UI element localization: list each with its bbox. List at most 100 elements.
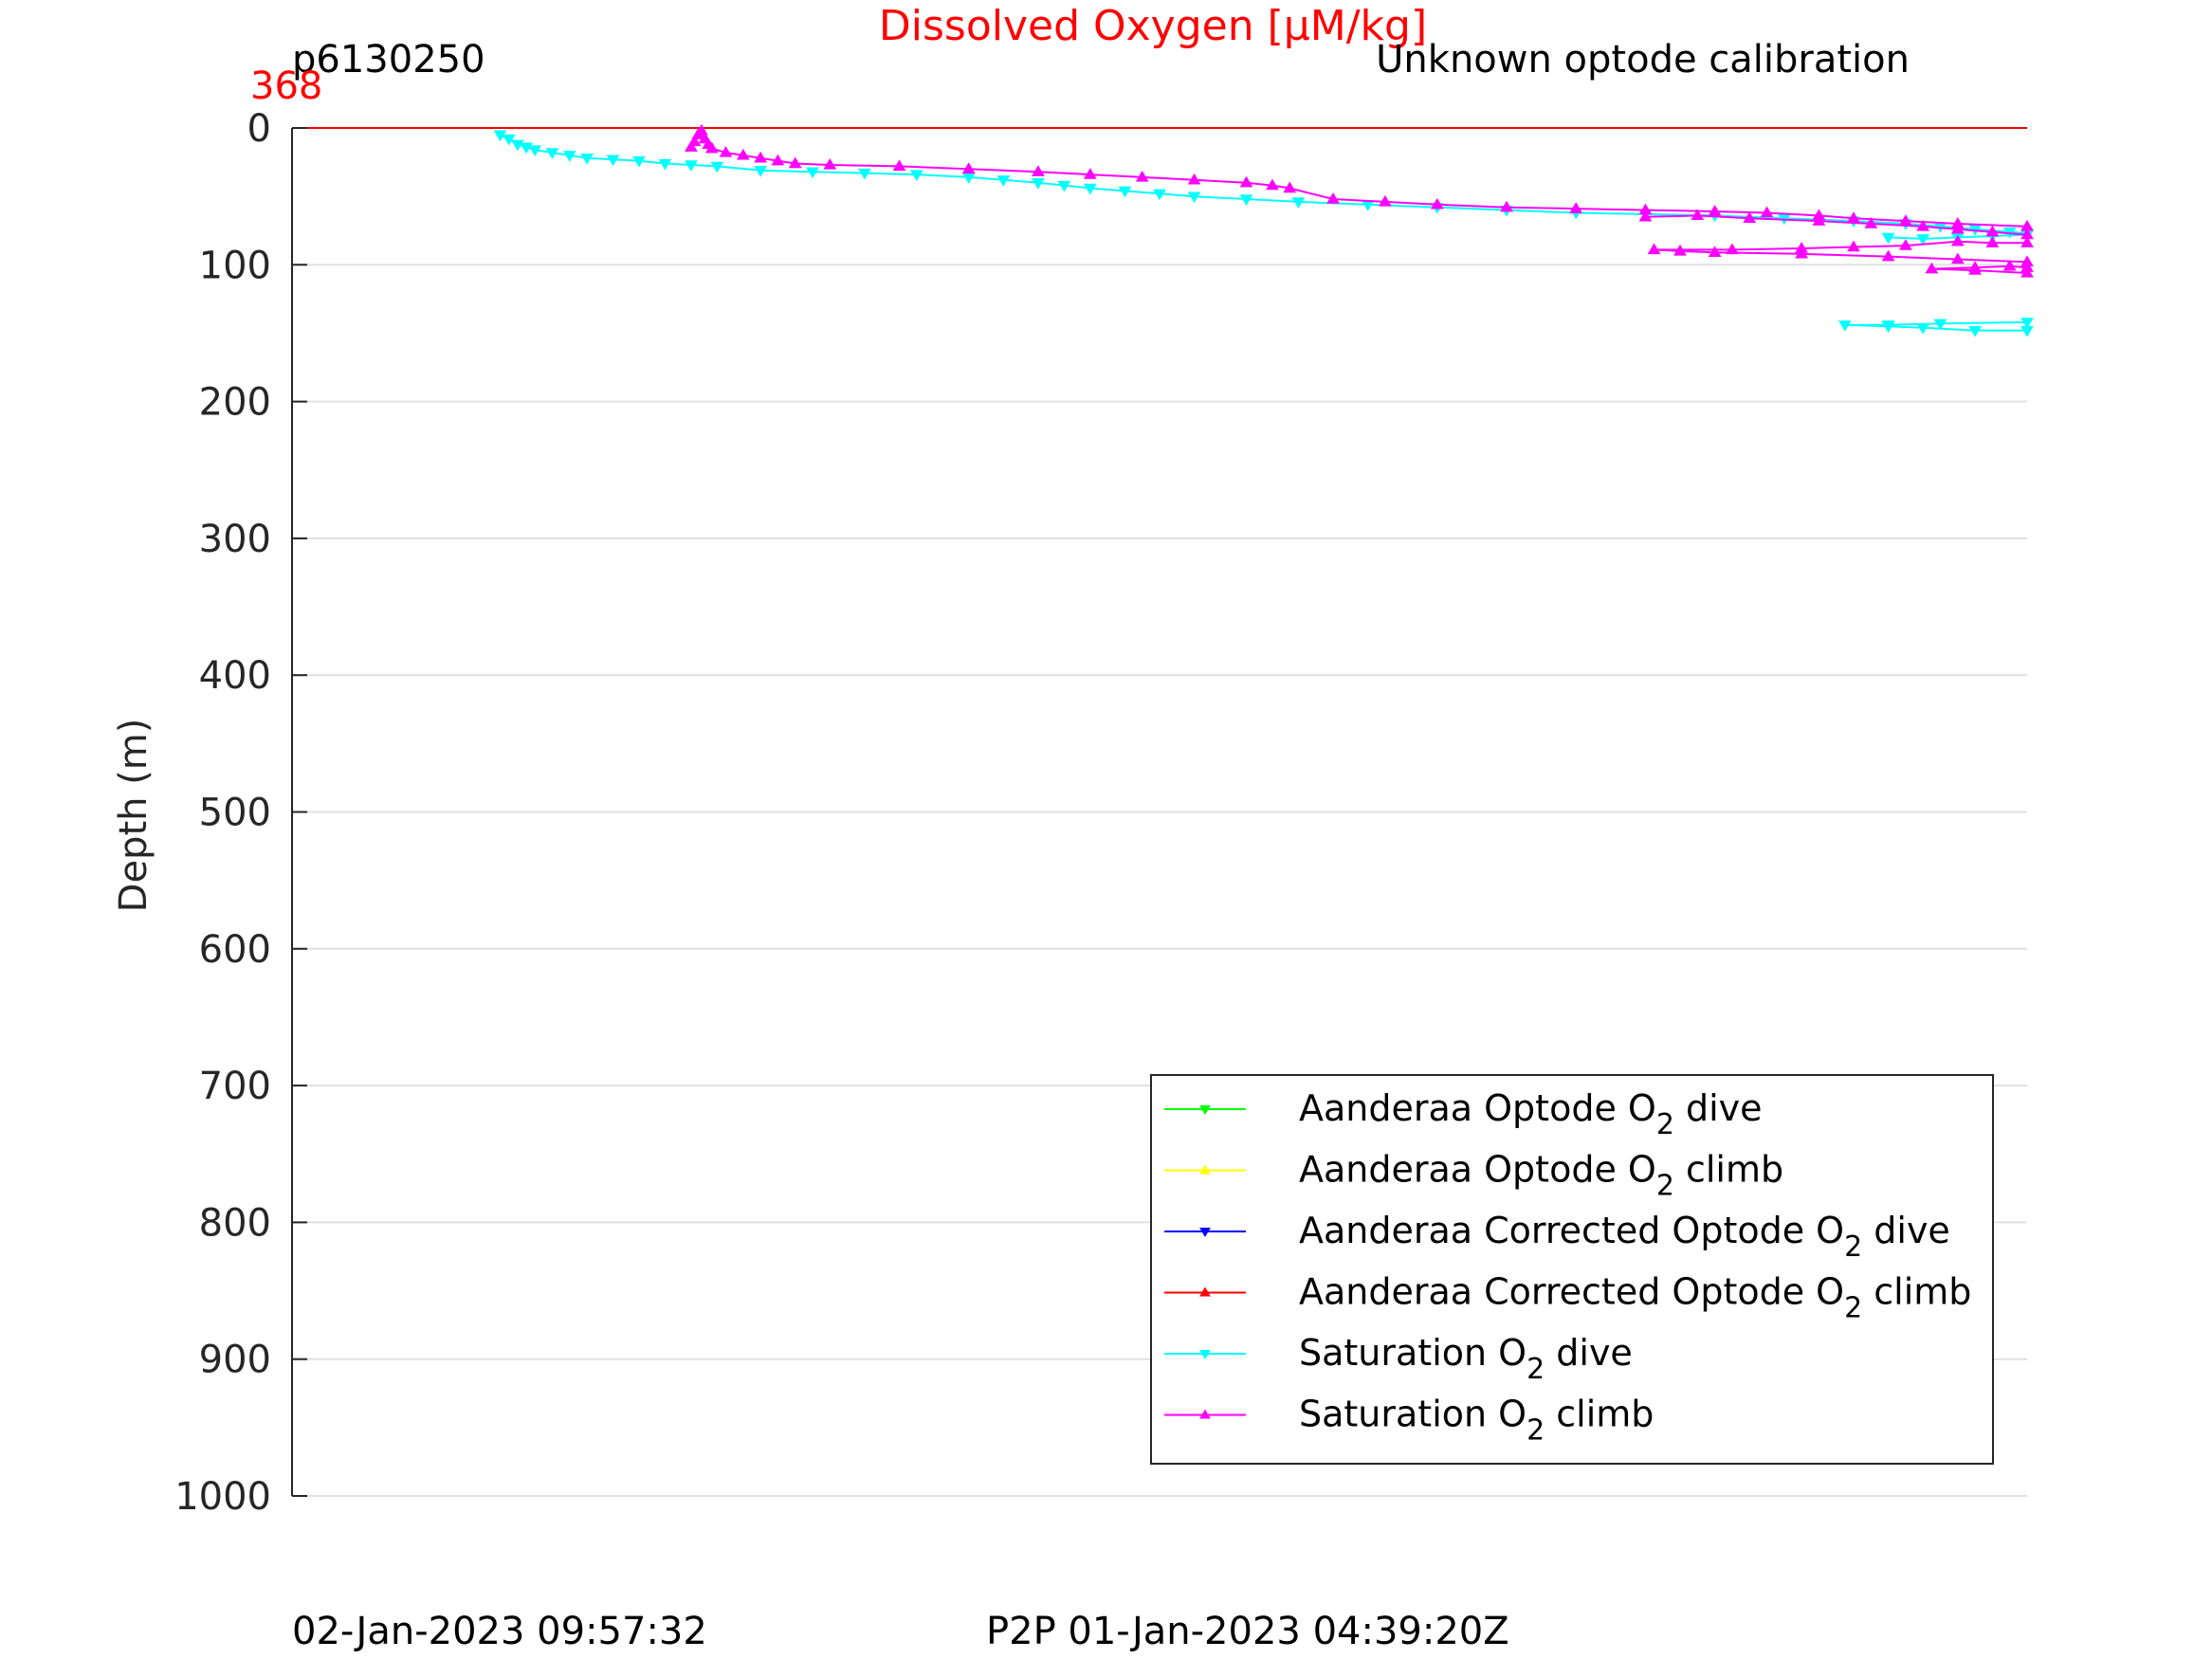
data-point bbox=[1916, 219, 1930, 231]
legend-label: Aanderaa Corrected Optode O2 climb bbox=[1299, 1271, 1971, 1325]
data-point bbox=[1708, 205, 1722, 216]
data-point bbox=[1950, 252, 1965, 264]
data-point bbox=[754, 166, 767, 177]
data-point bbox=[1638, 210, 1653, 222]
data-point bbox=[996, 175, 1011, 187]
legend-entry: Aanderaa Corrected Optode O2 climb bbox=[1164, 1271, 1971, 1325]
axes: 0 100 200 300 400 500 600 700 800 900 1000 bbox=[174, 107, 307, 1519]
data-point bbox=[1239, 194, 1253, 207]
data-point bbox=[1916, 322, 1930, 335]
data-point bbox=[2020, 265, 2034, 278]
data-point bbox=[2020, 261, 2034, 272]
footer-timestamp: 02-Jan-2023 09:57:32 bbox=[292, 1610, 707, 1653]
data-point bbox=[823, 157, 837, 170]
data-point bbox=[685, 160, 698, 172]
data-point bbox=[1430, 197, 1444, 210]
data-point bbox=[1881, 320, 1895, 332]
legend-label: Saturation O2 climb bbox=[1299, 1394, 1654, 1448]
data-point bbox=[1032, 178, 1045, 190]
legend-label: Aanderaa Optode O2 climb bbox=[1299, 1149, 1783, 1203]
data-point bbox=[1647, 243, 1661, 255]
data-point bbox=[685, 140, 698, 152]
data-point bbox=[545, 148, 559, 159]
footer-p2p: P2P 01-Jan-2023 04:39:20Z bbox=[986, 1610, 1509, 1653]
data-point bbox=[1881, 249, 1895, 262]
y-tick-label: 200 bbox=[199, 381, 271, 425]
data-point bbox=[710, 161, 724, 173]
series-saturation_climb bbox=[685, 123, 2034, 231]
y-tick-label: 1000 bbox=[174, 1475, 271, 1519]
y-tick-label: 600 bbox=[199, 928, 271, 972]
data-point bbox=[528, 145, 542, 157]
series-saturation_climb_deep_c bbox=[1925, 259, 2034, 278]
legend-entry: Saturation O2 dive bbox=[1164, 1332, 1633, 1386]
legend-entry: Aanderaa Optode O2 climb bbox=[1164, 1149, 1783, 1203]
data-point bbox=[1199, 1228, 1211, 1237]
data-point bbox=[502, 134, 516, 146]
data-point bbox=[1135, 170, 1149, 182]
y-tick-label: 400 bbox=[199, 654, 271, 698]
data-point bbox=[1199, 1164, 1211, 1175]
data-point bbox=[1968, 325, 1982, 337]
data-point bbox=[1968, 261, 1982, 272]
data-point bbox=[1795, 246, 1808, 259]
data-point bbox=[1812, 214, 1826, 226]
glider-id: p6130250 bbox=[292, 38, 485, 82]
data-point bbox=[1708, 246, 1722, 258]
data-point bbox=[493, 130, 507, 142]
calibration-note: Unknown optode calibration bbox=[1376, 38, 1910, 82]
legend-entry: Saturation O2 climb bbox=[1164, 1394, 1654, 1448]
data-point bbox=[1864, 217, 1878, 228]
data-point bbox=[1199, 1350, 1211, 1359]
legend-entry: Aanderaa Optode O2 dive bbox=[1164, 1087, 1763, 1141]
data-point bbox=[1032, 165, 1045, 176]
data-point bbox=[580, 154, 594, 165]
legend: Aanderaa Optode O2 dive Aanderaa Optode O… bbox=[1150, 1074, 1994, 1465]
data-point bbox=[1726, 243, 1739, 255]
data-point bbox=[687, 135, 702, 147]
data-point bbox=[1673, 244, 1687, 256]
data-point bbox=[1837, 320, 1852, 332]
y-tick-label: 100 bbox=[199, 244, 271, 287]
legend-label: Aanderaa Corrected Optode O2 dive bbox=[1299, 1210, 1950, 1264]
data-point bbox=[736, 148, 750, 160]
data-point bbox=[1291, 197, 1306, 209]
series-line bbox=[1844, 320, 2028, 332]
data-point bbox=[1985, 236, 2000, 247]
data-point bbox=[1199, 1409, 1211, 1419]
data-point bbox=[1153, 189, 1166, 201]
data-point bbox=[1500, 200, 1513, 212]
y-tick-label: 0 bbox=[247, 107, 271, 151]
data-point bbox=[1283, 181, 1297, 193]
y-tick-label: 900 bbox=[199, 1339, 271, 1382]
data-point bbox=[1118, 186, 1132, 198]
data-point bbox=[1881, 232, 1895, 245]
legend-entry: Aanderaa Corrected Optode O2 dive bbox=[1164, 1210, 1950, 1264]
data-point bbox=[1239, 175, 1253, 188]
data-point bbox=[2020, 236, 2034, 247]
series-saturation_dive_bottom bbox=[1837, 318, 2034, 337]
data-point bbox=[892, 159, 906, 172]
data-point bbox=[1199, 1286, 1211, 1297]
data-point bbox=[1083, 183, 1097, 195]
data-point bbox=[1569, 202, 1583, 213]
data-point bbox=[1916, 234, 1930, 246]
data-point bbox=[562, 151, 576, 162]
data-point bbox=[1187, 173, 1201, 185]
data-point bbox=[1847, 240, 1860, 252]
y-tick-label: 300 bbox=[199, 518, 271, 561]
data-point bbox=[1899, 239, 1912, 250]
data-point bbox=[1266, 178, 1279, 191]
data-point bbox=[658, 158, 672, 171]
data-point bbox=[695, 123, 708, 136]
data-point bbox=[754, 151, 767, 163]
legend-box bbox=[1150, 1074, 1994, 1465]
data-point bbox=[1057, 180, 1071, 192]
data-point bbox=[1326, 192, 1340, 204]
series-line bbox=[1654, 240, 2028, 264]
y-tick-label: 500 bbox=[199, 792, 271, 835]
data-point bbox=[2002, 259, 2017, 271]
data-point bbox=[1950, 234, 1965, 246]
data-point bbox=[1760, 206, 1774, 218]
data-point bbox=[1187, 191, 1201, 204]
